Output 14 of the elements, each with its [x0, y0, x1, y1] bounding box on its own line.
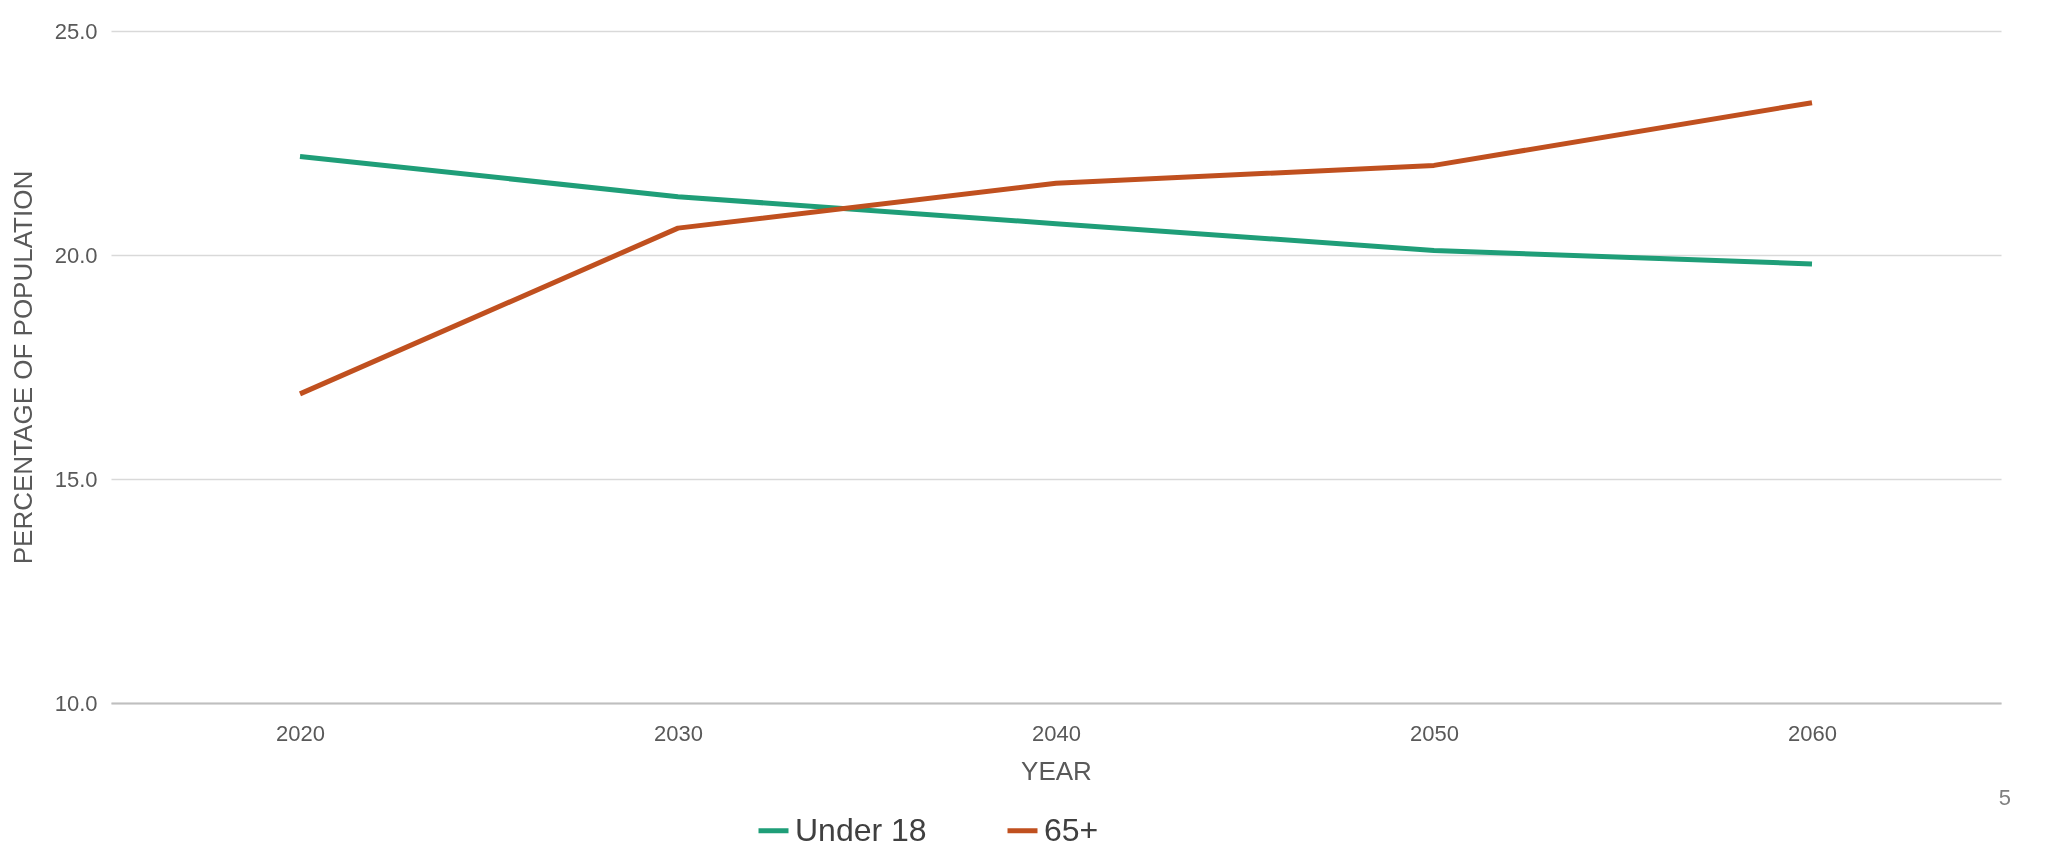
y-tick-label: 20.0 — [54, 242, 98, 268]
y-axis-title: PERCENTAGE OF POPULATION — [7, 170, 38, 565]
x-tick-label: 2040 — [1032, 720, 1081, 746]
x-tick-label: 2050 — [1410, 720, 1459, 746]
x-tick-label: 2060 — [1788, 720, 1837, 746]
y-tick-label: 25.0 — [54, 18, 98, 44]
legend-label: Under 18 — [795, 811, 927, 848]
legend-label: 65+ — [1044, 811, 1099, 848]
text: 5 — [1998, 785, 2011, 810]
y-tick-label: 15.0 — [54, 466, 98, 492]
x-tick-label: 2020 — [276, 720, 325, 746]
x-tick-label: 2030 — [654, 720, 703, 746]
x-axis-title: YEAR — [1021, 755, 1092, 786]
y-tick-label: 10.0 — [54, 690, 98, 716]
